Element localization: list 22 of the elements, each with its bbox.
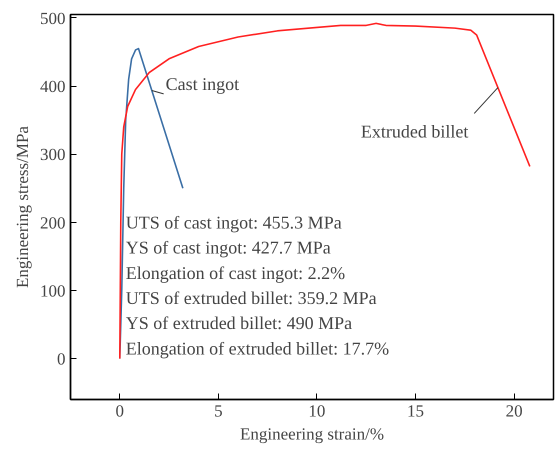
annotation: YS of extruded billet: 490 MPa: [126, 313, 352, 334]
annotation: UTS of cast ingot: 455.3 MPa: [126, 212, 342, 232]
annotation: Elongation of extruded billet: 17.7%: [126, 338, 390, 358]
x-tick-label: 5: [214, 402, 223, 420]
y-tick-label: 500: [40, 8, 66, 28]
y-axis-title: Engineering stress/MPa: [13, 126, 32, 288]
annotation: Elongation of cast ingot: 2.2%: [126, 262, 346, 283]
x-axis-title: Engineering strain/%: [240, 424, 384, 444]
y-tick-label: 400: [40, 77, 66, 96]
y-tick-label: 300: [40, 145, 66, 164]
x-tick-label: 15: [407, 402, 424, 420]
annotation: UTS of extruded billet: 359.2 MPa: [126, 288, 377, 308]
x-tick-label: 0: [116, 402, 124, 420]
line-series: [118, 22, 531, 360]
x-tick-label: 20: [506, 402, 523, 420]
text: Extruded billet: [360, 122, 468, 142]
series-label: Cast ingot: [166, 74, 240, 94]
y-tick-label: 100: [40, 281, 66, 300]
y-tick-label: 200: [40, 213, 66, 232]
y-tick-label: 0: [57, 350, 66, 369]
x-tick-label: 10: [308, 402, 326, 420]
annotation: YS of cast ingot: 427.7 MPa: [126, 238, 331, 258]
